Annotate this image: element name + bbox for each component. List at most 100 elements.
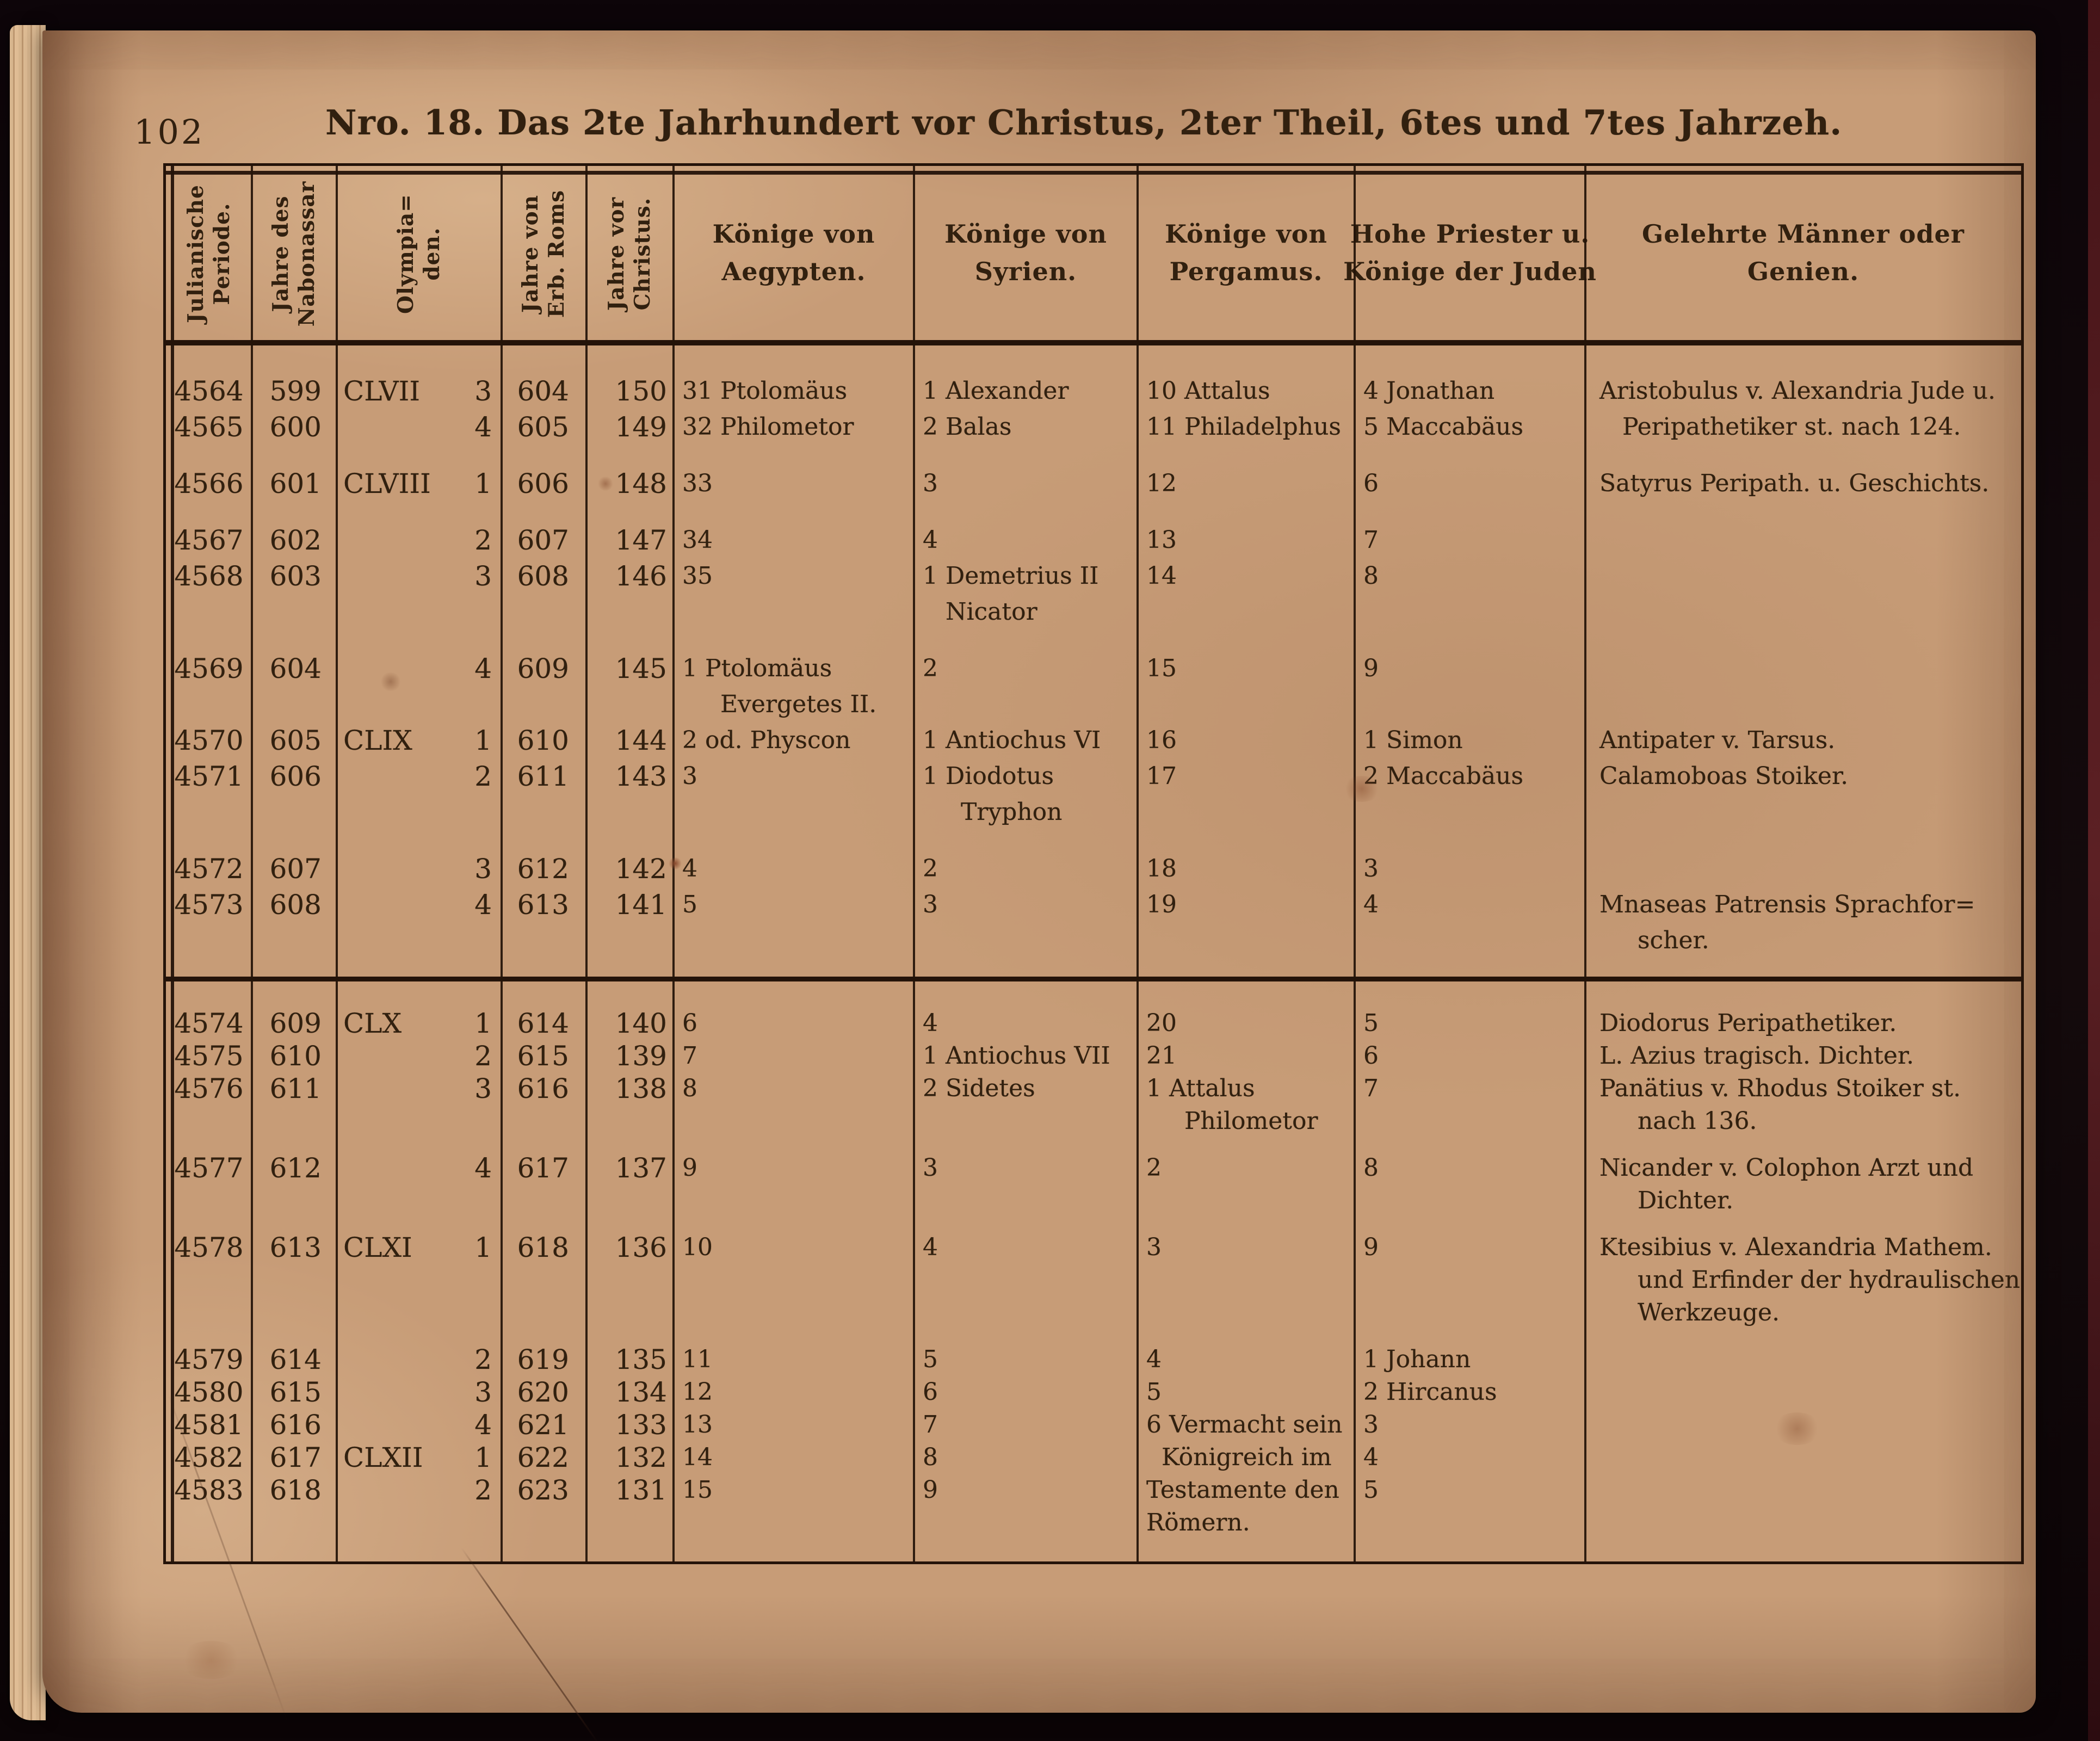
cell-olympiaden: 2 [337,1343,502,1376]
cell-jahre-vor-christus: 149 [615,411,667,443]
column-rule [251,166,253,1561]
cell-koenige-pergamus: Römern. [1146,1509,1250,1536]
cell-koenige-syrien: 3 [923,1154,938,1182]
cell-gelehrte: Panätius v. Rhodus Stoiker st. nach 136. [1599,1075,1961,1135]
cell-gelehrte: Aristobulus v. Alexandria Jude u. [1599,377,1996,405]
olympiad-year-number: 3 [474,853,492,885]
column-header-olympiaden: Olympia= den. [337,168,502,340]
cell-jahre-vor-christus: 144 [615,725,667,756]
cell-koenige-pergamus: 17 [1146,762,1177,790]
cell-olympiaden: CLVII 3 [337,373,502,409]
column-rule [1354,166,1356,1561]
cell-koenige-pergamus: 5 [1146,1378,1162,1406]
cell-jahre-roms: 614 [517,1008,569,1039]
cell-julianische-periode: 4580 [174,1376,244,1408]
cell-jahre-roms [502,1507,586,1539]
page-crease [461,1548,600,1741]
cell-gelehrte: Mnaseas Patrensis Sprachfor= scher. [1599,891,1975,954]
cell-koenige-syrien: 4 [923,1233,938,1261]
cell-hohepriester-juden: 2 Hircanus [1363,1378,1497,1406]
table-row: 4583 618 2 623 131 15 9 Testamente den 5 [166,1474,2021,1507]
cell-koenige-aegypten: 8 [682,1075,697,1102]
olympiad-year-number: 4 [474,1152,492,1184]
cell-hohepriester-juden: 1 Johann [1363,1345,1471,1373]
cell-olympiaden: CLXI 1 [337,1231,502,1329]
cell-jahre-vor-christus: 141 [615,889,667,921]
cell-olympiaden: 4 [337,1409,502,1441]
column-header-jahre-roms: Jahre von Erb. Roms [502,168,586,340]
cell-jahre-vor-christus: 145 [615,653,667,684]
cell-julianische-periode: 4578 [174,1232,244,1263]
cell-koenige-pergamus: 15 [1146,655,1177,682]
olympiad-year-number: 2 [474,524,492,556]
cell-julianische-periode: 4571 [174,761,244,792]
table-row: 4574 609 CLX 1 614 140 6 4 20 5 Diodorus Peripathe… [166,1007,2021,1040]
olympiad-year-number: 4 [474,889,492,921]
table-row: 4581 616 4 621 133 13 7 6 Vermacht sein 3 [166,1409,2021,1441]
cell-jahre-vor-christus: 132 [615,1442,667,1473]
table-row: 4572 607 3 612 142 4 2 18 3 [166,851,2021,887]
cell-olympiaden: 4 [337,651,502,723]
olympiad-year-number: 1 [474,1008,492,1039]
column-rule [501,166,503,1561]
cell-jahre-roms: 611 [517,761,569,792]
cell-gelehrte: Nicander v. Colophon Arzt und Dichter. [1599,1154,1974,1214]
olympiad-year-number: 4 [474,1409,492,1441]
cell-koenige-syrien: 3 [923,891,938,918]
cell-hohepriester-juden: 2 Maccabäus [1363,762,1524,790]
cell-jahre-vor-christus: 143 [615,761,667,792]
cell-jahre-nabonassar: 609 [269,1008,322,1039]
column-header-label: Hohe Priester u. Könige der Juden [1343,219,1597,286]
cell-olympiaden: 2 [337,758,502,830]
cell-gelehrte: Calamoboas Stoiker. [1599,762,1849,790]
column-rule [585,166,588,1561]
cell-jahre-vor-christus: 131 [615,1474,667,1506]
column-header-koenige-aegypten: Könige von Aegypten. [674,166,914,340]
cell-koenige-syrien [914,1507,1138,1539]
cell-koenige-pergamus: 1 Attalus Philometor [1146,1075,1318,1135]
cell-jahre-nabonassar: 604 [269,653,322,684]
cell-koenige-aegypten: 13 [682,1411,713,1439]
cell-julianische-periode: 4565 [174,411,244,443]
cell-jahre-vor-christus: 138 [615,1073,667,1104]
olympiad-roman-numeral: CLVII [343,375,421,407]
cell-hohepriester-juden: 7 [1363,526,1379,554]
cell-koenige-pergamus: 14 [1146,562,1177,590]
cell-jahre-nabonassar: 612 [269,1152,322,1184]
column-header-label: Jahre von Erb. Roms [518,190,570,318]
cell-julianische-periode: 4581 [174,1409,244,1441]
column-header-label: Olympia= den. [393,194,444,314]
cell-koenige-pergamus: 6 Vermacht sein [1146,1411,1343,1439]
cell-gelehrte [1585,851,2021,887]
cell-jahre-vor-christus: 140 [615,1008,667,1039]
cell-koenige-aegypten: 4 [682,855,697,882]
cell-hohepriester-juden: 9 [1363,1233,1379,1261]
cell-koenige-syrien: 2 Balas [923,413,1012,441]
cell-koenige-pergamus: 2 [1146,1154,1162,1182]
cell-jahre-roms: 623 [517,1474,569,1506]
cell-koenige-syrien: 9 [923,1476,938,1504]
olympiad-year-number: 2 [474,761,492,792]
cell-julianische-periode: 4567 [174,524,244,556]
cell-hohepriester-juden: 5 Maccabäus [1363,413,1524,441]
olympiad-year-number: 1 [474,725,492,756]
column-rule [1137,166,1139,1561]
cell-koenige-syrien: 4 [923,1009,938,1037]
cell-julianische-periode: 4568 [174,560,244,592]
cell-jahre-roms: 605 [517,411,569,443]
cell-jahre-nabonassar: 610 [269,1040,322,1072]
table-row: 4573 608 4 613 141 5 3 19 4 Mnaseas Patrensis Spr… [166,887,2021,959]
cell-julianische-periode: 4575 [174,1040,244,1072]
cell-gelehrte [1585,1441,2021,1474]
cell-olympiaden [337,1507,502,1539]
column-header-label: Julianische Periode. [183,184,234,324]
column-header-gelehrte: Gelehrte Männer oder Genien. [1585,166,2021,340]
cell-hohepriester-juden: 1 Simon [1363,726,1463,754]
cell-jahre-roms: 604 [517,375,569,407]
cell-koenige-pergamus: 11 Philadelphus [1146,413,1341,441]
cell-koenige-aegypten: 9 [682,1154,697,1182]
column-header-julianische-periode: Julianische Periode. [166,168,252,340]
column-header-label: Jahre vor Christus. [604,197,655,311]
cell-koenige-aegypten: 32 Philometor [682,413,854,441]
table-row: 4571 606 2 611 143 3 1 Diodotus Tryphon 17 2 Mac… [166,758,2021,830]
